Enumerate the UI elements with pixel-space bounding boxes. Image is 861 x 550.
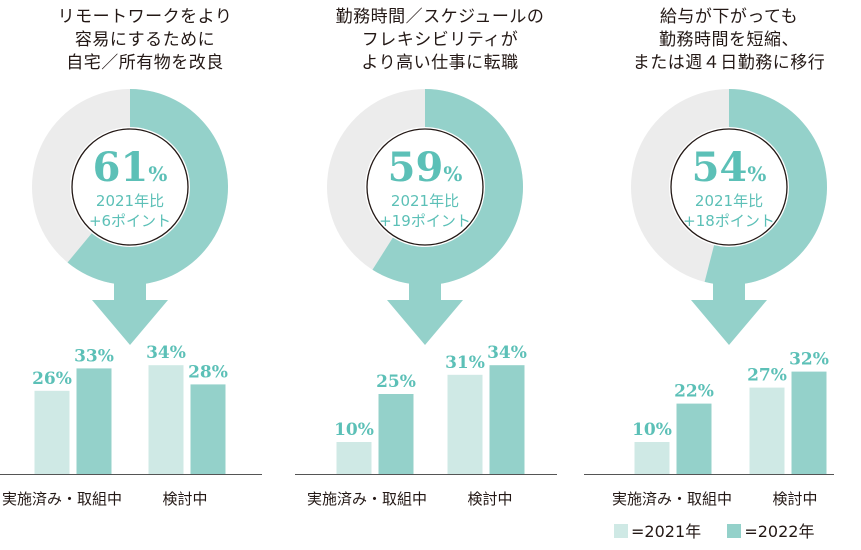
chart-panel-1: リモートワークをより 容易にするために 自宅／所有物を改良 61% 2021年比… — [0, 0, 290, 550]
chart-title: 勤務時間／スケジュールの フレキシビリティが より高い仕事に転職 — [295, 6, 585, 75]
bar-2022-implemented — [676, 403, 712, 474]
donut-note-line: +18ポイント — [683, 212, 775, 230]
chart-title: 給与が下がっても 勤務時間を短縮、 または週４日勤務に移行 — [584, 6, 861, 75]
category-label: 検討中 — [162, 490, 208, 508]
bar-value-label: 31% — [445, 353, 485, 373]
bar-2022-considering — [190, 384, 226, 474]
donut-chart — [326, 89, 523, 345]
bar-2021-considering — [447, 374, 483, 474]
category-label: 実施済み・取組中 — [1, 490, 123, 508]
donut-inner-circle — [670, 128, 788, 246]
donut-note-line: +6ポイント — [88, 212, 172, 230]
bar-value-label: 34% — [146, 343, 186, 363]
down-arrow-icon — [691, 279, 767, 345]
bar-value-label: 10% — [334, 420, 374, 440]
title-line: または週４日勤務に移行 — [632, 53, 826, 73]
donut-chart — [31, 89, 229, 345]
donut-value-number: 61 — [92, 144, 149, 191]
donut-note-line: +19ポイント — [379, 212, 471, 230]
bar-value-label: 22% — [674, 382, 714, 402]
donut-note-line: 2021年比 — [694, 192, 764, 210]
legend-label-2021: =2021年 — [631, 522, 702, 541]
bar-2021-implemented — [634, 442, 670, 474]
donut-note-line: 2021年比 — [390, 192, 460, 210]
title-line: 自宅／所有物を改良 — [66, 53, 224, 73]
category-label: 実施済み・取組中 — [306, 490, 428, 508]
chart-title: リモートワークをより 容易にするために 自宅／所有物を改良 — [0, 6, 290, 75]
bar-value-label: 26% — [32, 369, 72, 389]
category-label: 検討中 — [467, 490, 513, 508]
title-line: フレキシビリティが — [361, 30, 519, 50]
chart-panel-3: 給与が下がっても 勤務時間を短縮、 または週４日勤務に移行 54% 2021年比… — [584, 0, 861, 550]
legend-label-2022: =2022年 — [744, 522, 815, 541]
legend: =2021年 =2022年 — [614, 518, 814, 542]
category-label: 検討中 — [772, 490, 818, 508]
title-line: 給与が下がっても — [659, 7, 799, 27]
title-line: 勤務時間を短縮、 — [659, 30, 799, 50]
legend-swatch-2021 — [614, 524, 628, 538]
donut-value-unit: % — [747, 162, 767, 186]
donut-ring-value-arc — [704, 89, 828, 286]
donut-value-label: 61% — [0, 148, 275, 194]
bar-2022-implemented — [76, 368, 112, 474]
title-line: 容易にするために — [74, 30, 216, 50]
bar-value-label: 10% — [632, 420, 672, 440]
donut-note-line: 2021年比 — [95, 192, 165, 210]
title-line: より高い仕事に転職 — [361, 53, 519, 73]
bar-2022-considering — [791, 371, 827, 474]
donut-value-number: 59 — [387, 144, 444, 191]
down-arrow-icon — [92, 279, 168, 345]
bar-value-label: 25% — [376, 372, 416, 392]
donut-ring-value-arc — [372, 89, 523, 285]
bar-value-label: 34% — [487, 343, 527, 363]
donut-value-label: 54% — [584, 148, 861, 194]
title-line: リモートワークをより — [57, 7, 233, 27]
chart-panel-2: 勤務時間／スケジュールの フレキシビリティが より高い仕事に転職 59% 202… — [295, 0, 585, 550]
down-arrow-icon — [387, 279, 463, 345]
donut-inner-circle — [71, 128, 189, 246]
bar-chart: 26%33% 34%28% — [0, 343, 262, 475]
donut-value-number: 54 — [691, 144, 748, 191]
bar-2021-considering — [749, 387, 785, 474]
bar-2021-implemented — [336, 442, 372, 474]
donut-chart — [630, 89, 828, 345]
category-label: 実施済み・取組中 — [611, 490, 733, 508]
bar-value-label: 33% — [74, 346, 114, 366]
bar-2021-considering — [148, 365, 184, 474]
donut-inner-circle — [366, 128, 484, 246]
bar-value-label: 32% — [789, 350, 829, 370]
bar-chart: 10% 25% 31% 34% — [295, 343, 557, 475]
bar-value-label: 27% — [747, 366, 787, 386]
donut-value-unit: % — [148, 162, 168, 186]
title-line: 勤務時間／スケジュールの — [335, 7, 545, 27]
bar-value-label: 28% — [188, 362, 228, 382]
donut-value-unit: % — [443, 162, 463, 186]
legend-swatch-2022 — [727, 524, 742, 538]
bar-2022-considering — [489, 365, 525, 474]
donut-ring-value-arc — [67, 89, 229, 285]
donut-value-label: 59% — [280, 148, 570, 194]
bar-2022-implemented — [378, 394, 414, 474]
bar-2021-implemented — [34, 390, 70, 474]
bar-chart: 10%22% 27%32% — [584, 350, 834, 475]
